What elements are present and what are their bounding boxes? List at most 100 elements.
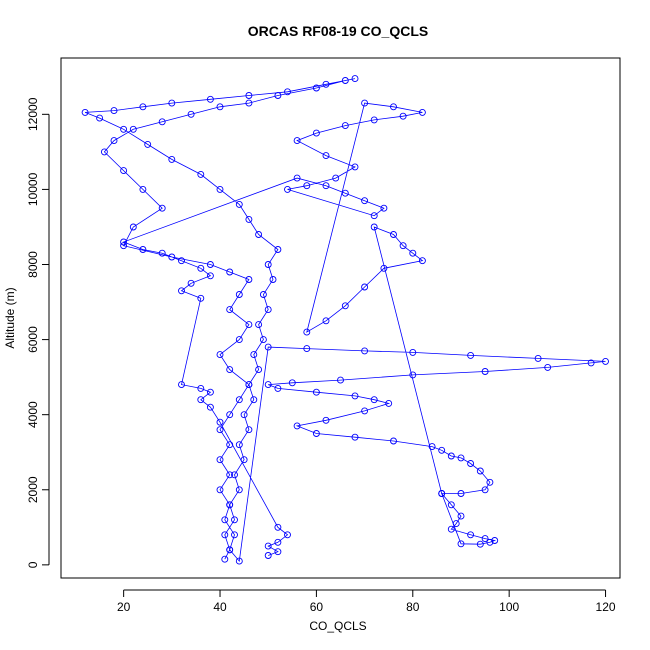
data-point — [216, 185, 224, 193]
data-point — [452, 520, 460, 528]
data-point — [235, 557, 243, 565]
data-point — [250, 396, 258, 404]
data-point — [216, 486, 224, 494]
data-point — [322, 152, 330, 160]
data-point — [226, 501, 234, 509]
data-point — [322, 80, 330, 88]
data-point — [139, 103, 147, 111]
x-tick-label: 20 — [117, 600, 131, 614]
data-point — [168, 99, 176, 107]
data-point — [428, 443, 436, 451]
data-point — [361, 283, 369, 291]
data-point — [245, 381, 253, 389]
data-point — [312, 430, 320, 437]
data-point — [303, 182, 311, 190]
data-point — [235, 396, 243, 404]
data-point — [245, 321, 253, 329]
data-point — [284, 531, 291, 539]
data-point — [486, 538, 494, 546]
data-point — [226, 366, 234, 374]
data-point — [245, 99, 253, 107]
data-point — [120, 238, 128, 246]
data-point — [255, 231, 263, 238]
data-point — [245, 215, 253, 223]
data-point — [197, 264, 205, 272]
data-point — [178, 381, 185, 389]
data-point — [226, 268, 234, 276]
data-point — [231, 471, 238, 479]
data-point — [447, 452, 455, 460]
data-point — [351, 163, 359, 171]
data-point — [476, 540, 484, 548]
data-point — [216, 456, 224, 464]
data-point — [380, 264, 388, 272]
data-point — [288, 379, 296, 387]
data-point — [457, 540, 465, 548]
data-point — [293, 174, 301, 182]
data-point — [341, 122, 349, 130]
data-point — [341, 77, 349, 84]
data-point — [120, 242, 128, 250]
data-point — [139, 185, 147, 193]
data-point — [216, 418, 224, 426]
data-point — [120, 125, 128, 133]
data-point — [303, 328, 311, 336]
data-point — [399, 242, 407, 250]
data-point — [274, 523, 282, 531]
data-point — [264, 343, 272, 351]
data-point — [264, 261, 272, 268]
series-line-group — [84, 78, 606, 563]
y-tick-label: 6000 — [26, 326, 40, 353]
y-tick-label: 0 — [26, 561, 40, 568]
data-point — [274, 246, 282, 253]
data-point — [96, 114, 104, 122]
data-point — [409, 371, 417, 379]
data-point — [351, 392, 359, 400]
data-point — [187, 279, 195, 287]
data-point — [226, 411, 234, 419]
data-point — [235, 200, 243, 208]
data-point — [312, 84, 320, 92]
data-point — [206, 272, 214, 280]
data-point — [206, 95, 214, 103]
data-point — [481, 535, 489, 543]
y-axis-label: Altitude (m) — [3, 287, 17, 348]
data-point — [284, 185, 291, 193]
data-point — [322, 182, 330, 190]
series-points-group — [81, 75, 609, 565]
data-point — [293, 137, 301, 145]
y-tick-label: 12000 — [26, 97, 40, 131]
data-point — [226, 471, 234, 479]
data-point — [293, 422, 301, 430]
data-point — [370, 223, 378, 231]
data-point — [274, 92, 282, 99]
data-point — [221, 555, 229, 563]
data-point — [457, 512, 465, 520]
data-point — [139, 246, 147, 253]
data-point — [390, 103, 397, 111]
data-point — [168, 155, 176, 163]
data-point — [481, 486, 489, 494]
data-point — [255, 366, 263, 374]
data-point — [178, 257, 185, 265]
data-point — [390, 231, 397, 238]
series-line — [84, 78, 606, 563]
data-point — [447, 501, 455, 509]
data-point — [245, 92, 253, 99]
data-point — [206, 403, 214, 411]
data-point — [457, 454, 465, 462]
data-point — [231, 531, 238, 539]
x-tick-label: 100 — [499, 600, 519, 614]
data-point — [231, 516, 238, 524]
data-point — [390, 437, 397, 445]
data-point — [544, 363, 552, 371]
data-point — [255, 321, 263, 329]
data-point — [418, 257, 426, 265]
data-point — [235, 486, 243, 494]
data-point — [226, 546, 234, 554]
data-point — [129, 125, 137, 133]
data-point — [337, 376, 344, 384]
plot-frame — [60, 57, 621, 579]
data-point — [110, 107, 118, 115]
